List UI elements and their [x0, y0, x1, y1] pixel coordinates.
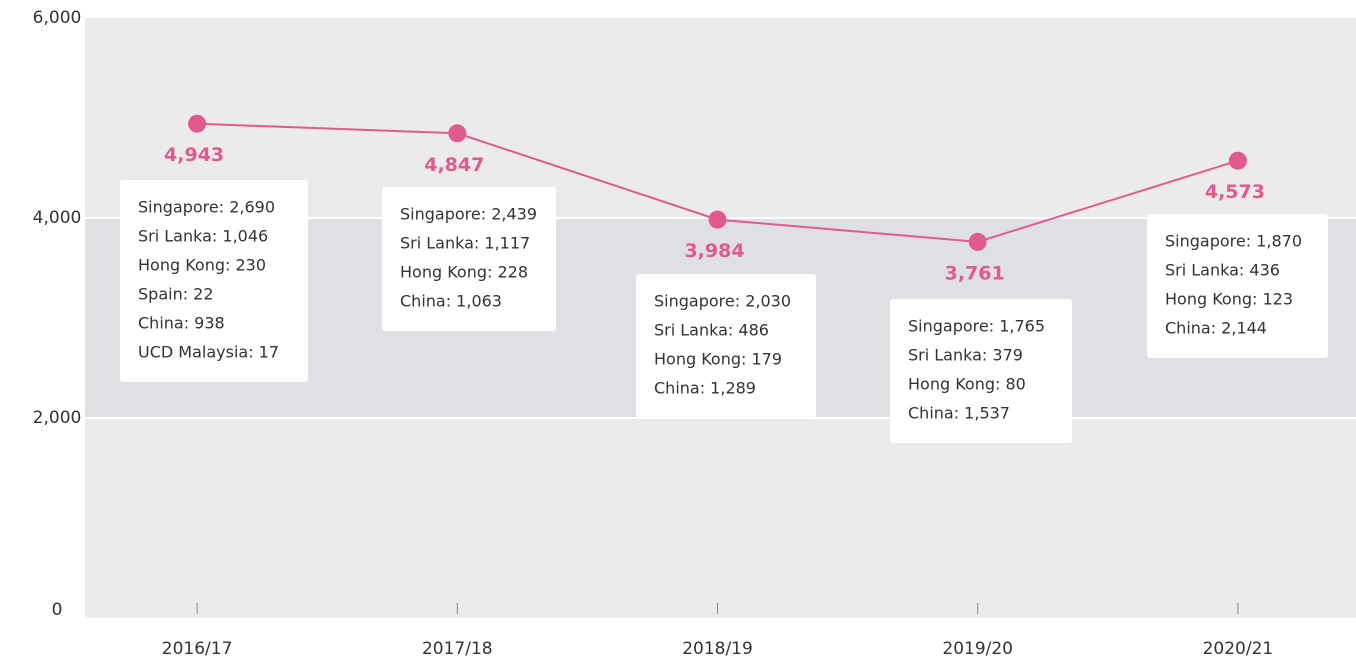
annotation-text: Spain: 22 — [138, 285, 214, 304]
annotation-text: Singapore: 1,765 — [908, 317, 1045, 336]
annotation-text: China: 1,537 — [908, 404, 1010, 423]
annotation-background — [1147, 214, 1328, 358]
annotation-box: Singapore: 2,030 Sri Lanka: 486 Hong Kong:… — [636, 274, 816, 418]
annotation-text: Singapore: 2,030 — [654, 292, 791, 311]
y-tick-label: 6,000 — [33, 8, 82, 28]
annotation-text: China: 2,144 — [1165, 319, 1267, 338]
x-tick-label: 2017/18 — [422, 639, 493, 659]
annotation-box: Singapore: 2,690 Sri Lanka: 1,046 Hong Kon… — [120, 180, 308, 382]
annotation-text: UCD Malaysia: 17 — [138, 343, 279, 362]
annotation-text: Sri Lanka: 486 — [654, 321, 769, 340]
annotation-text: Hong Kong: 179 — [654, 350, 782, 369]
value-label: 3,761 — [945, 262, 1005, 284]
y-tick-label: 2,000 — [33, 408, 82, 428]
annotation-background — [636, 274, 816, 418]
annotation-text: China: 1,289 — [654, 379, 756, 398]
point — [1228, 151, 1247, 170]
annotation-text: Sri Lanka: 1,117 — [400, 234, 530, 253]
annotation-background — [890, 299, 1072, 443]
y-tick-label: 0 — [52, 600, 63, 620]
x-tick-label: 2016/17 — [162, 639, 233, 659]
value-label: 4,847 — [424, 154, 484, 176]
point — [448, 124, 467, 143]
point — [188, 114, 207, 133]
annotation-text: Singapore: 2,690 — [138, 198, 275, 217]
annotation-background — [382, 187, 556, 331]
value-label: 3,984 — [684, 240, 744, 262]
annotation-box: Singapore: 2,439 Sri Lanka: 1,117 Hong Kon… — [382, 187, 556, 331]
annotation-text: China: 938 — [138, 314, 225, 333]
annotation-text: Sri Lanka: 436 — [1165, 261, 1280, 280]
annotation-text: Singapore: 1,870 — [1165, 232, 1302, 251]
annotation-text: Sri Lanka: 1,046 — [138, 227, 268, 246]
annotation-text: China: 1,063 — [400, 292, 502, 311]
annotation-background — [120, 180, 308, 382]
x-tick-label: 2018/19 — [682, 639, 753, 659]
x-tick-label: 2020/21 — [1203, 639, 1274, 659]
annotation-box: Singapore: 1,765 Sri Lanka: 379 Hong Kong:… — [890, 299, 1072, 443]
annotation-text: Hong Kong: 230 — [138, 256, 266, 275]
annotation-text: Hong Kong: 228 — [400, 263, 528, 282]
annotation-box: Singapore: 1,870 Sri Lanka: 436 Hong Kong:… — [1147, 214, 1328, 358]
annotation-text: Hong Kong: 80 — [908, 375, 1026, 394]
x-tick-label: 2019/20 — [942, 639, 1013, 659]
y-tick-label: 4,000 — [33, 208, 82, 228]
annotation-text: Singapore: 2,439 — [400, 205, 537, 224]
value-label: 4,573 — [1205, 181, 1265, 203]
annotation-text: Hong Kong: 123 — [1165, 290, 1293, 309]
annotation-text: Sri Lanka: 379 — [908, 346, 1023, 365]
point — [708, 210, 727, 229]
point — [968, 232, 987, 251]
value-label: 4,943 — [164, 144, 224, 166]
